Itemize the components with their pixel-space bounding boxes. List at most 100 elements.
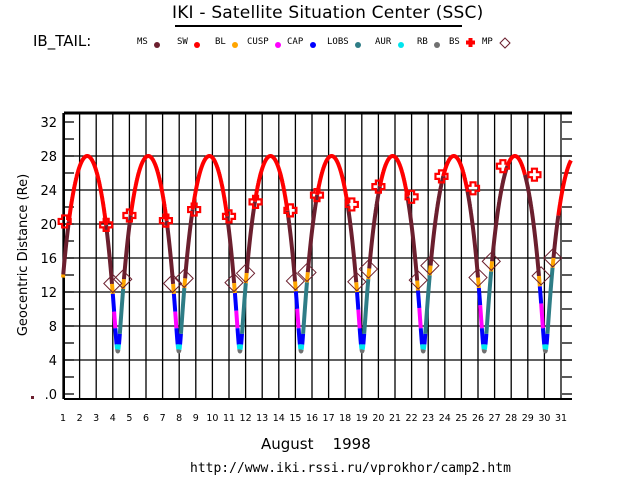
orbit-segment-rb (237, 347, 243, 354)
mp-crossing-marker (347, 272, 367, 292)
orbit-segment-cap (476, 286, 483, 307)
orbit-segment-lobs (240, 281, 248, 335)
orbit-segment-rb (420, 347, 426, 354)
mp-crossing-marker (162, 273, 183, 294)
bs-cross-icon (57, 214, 72, 229)
orbit-segment-ms (244, 200, 257, 275)
x-tick-label: 30 (538, 413, 550, 424)
orbit-segment-bl (366, 267, 372, 281)
origin-dot-icon (31, 396, 34, 399)
bs-cross-icon (434, 169, 449, 184)
bs-cross-icon (158, 213, 174, 228)
legend-label: MS (137, 37, 148, 47)
orbit-segment-aur (116, 343, 121, 352)
orbit-segment-rb (481, 347, 487, 354)
bs-cross-icon (221, 209, 237, 224)
y-tick-label: 8 (49, 320, 57, 335)
legend-label: AUR (375, 37, 392, 47)
bs-crossing-marker (309, 188, 325, 203)
x-tick-label: 27 (489, 413, 501, 424)
x-tick-label: 2 (77, 413, 83, 424)
bs-cross-icon (187, 202, 202, 217)
bs-cross-icon (283, 203, 298, 218)
y-tick-label: 24 (40, 184, 57, 199)
orbit-segment-lobs (362, 277, 371, 335)
x-tick-label: 11 (223, 413, 235, 424)
y-tick-label: 32 (40, 116, 57, 131)
orbit-segment-ms (405, 195, 420, 282)
x-tick-label: 13 (256, 413, 268, 424)
orbit-segment-cusp (417, 306, 423, 330)
legend-label: BL (215, 37, 226, 47)
orbit-segment-ms (345, 203, 359, 284)
orbit-segment-aur (482, 343, 488, 352)
orbit-segment-lobs (545, 266, 555, 335)
mp-crossing-marker (358, 259, 379, 279)
orbit-segment-sw (128, 154, 169, 223)
legend-label: RB (417, 37, 428, 47)
orbit-segment-cusp (478, 304, 484, 330)
orbit-segment-lobs (178, 286, 187, 335)
bs-cross-icon (404, 189, 419, 204)
aur-dot-icon (397, 42, 404, 48)
x-tick-label: 28 (505, 413, 517, 424)
orbit-segment-cusp (295, 307, 301, 330)
y-tick-label: 28 (40, 150, 57, 165)
orbit-segment-cap (239, 332, 245, 346)
bs-cross-icon (495, 159, 510, 174)
crossing-markers (57, 159, 563, 294)
orbit-segment-cap (544, 332, 550, 346)
bs-cross-icon (99, 217, 114, 232)
x-tick-label: 25 (455, 413, 467, 424)
orbit-segment-ms (285, 209, 298, 283)
satellite-name: IB_TAIL: (33, 32, 92, 50)
bs-cross-icon (248, 194, 263, 209)
orbit-segment-rb (176, 347, 182, 354)
ms-dot-icon (154, 42, 161, 48)
orbit-segment-aur (177, 343, 183, 352)
x-axis-label: August 1998 (261, 435, 371, 453)
mp-crossing-marker (297, 262, 317, 283)
orbit-segment-aur (544, 343, 549, 352)
x-tick-label: 17 (323, 413, 335, 424)
x-tick-label: 9 (193, 413, 199, 424)
orbit-segment-ms (121, 213, 133, 281)
orbit-segment-ms (367, 184, 382, 270)
x-tick-label: 16 (306, 413, 318, 424)
orbit-segment-cap (483, 332, 489, 346)
orbit-segment-cap (418, 327, 425, 346)
legend-item-bs: BS (449, 37, 476, 47)
legend-label: BS (449, 37, 460, 47)
orbit-segment-cusp (173, 310, 179, 330)
orbit-segment-ms (490, 164, 510, 263)
y-tick-label: 20 (40, 218, 57, 233)
mp-crossing-marker (420, 255, 440, 276)
orbit-segment-ms (164, 219, 176, 286)
orbit-segment-sw (441, 154, 469, 191)
legend-label: SW (177, 37, 188, 47)
bs-crossing-marker (465, 181, 481, 196)
orbit-segment-lobs (301, 281, 309, 335)
orbit-segment-cap (110, 292, 117, 313)
orbit-segment-sw (315, 154, 350, 207)
mp-crossing-marker (408, 270, 428, 290)
orbit-segment-ms (428, 174, 446, 267)
orbit-segment-bl (182, 277, 188, 290)
legend-item-sw: SW (177, 37, 201, 48)
legend-item-cusp: CUSP (247, 37, 282, 48)
orbit-segment-cap (178, 332, 183, 346)
orbit-segment-cap (235, 327, 241, 346)
orbit-segment-cusp (112, 310, 118, 330)
orbit-segment-bl (536, 274, 542, 288)
legend-item-ms: MS (137, 37, 161, 48)
legend-item-mp: MP (482, 37, 511, 49)
orbit-segment-cap (357, 327, 363, 346)
orbit-segment-cusp (234, 309, 240, 330)
x-tick-label: 6 (143, 413, 149, 424)
title-underline (175, 25, 462, 27)
mp-crossing-marker (285, 271, 306, 291)
orbit-segment-aur (421, 343, 427, 352)
bs-cross-icon (122, 208, 137, 223)
